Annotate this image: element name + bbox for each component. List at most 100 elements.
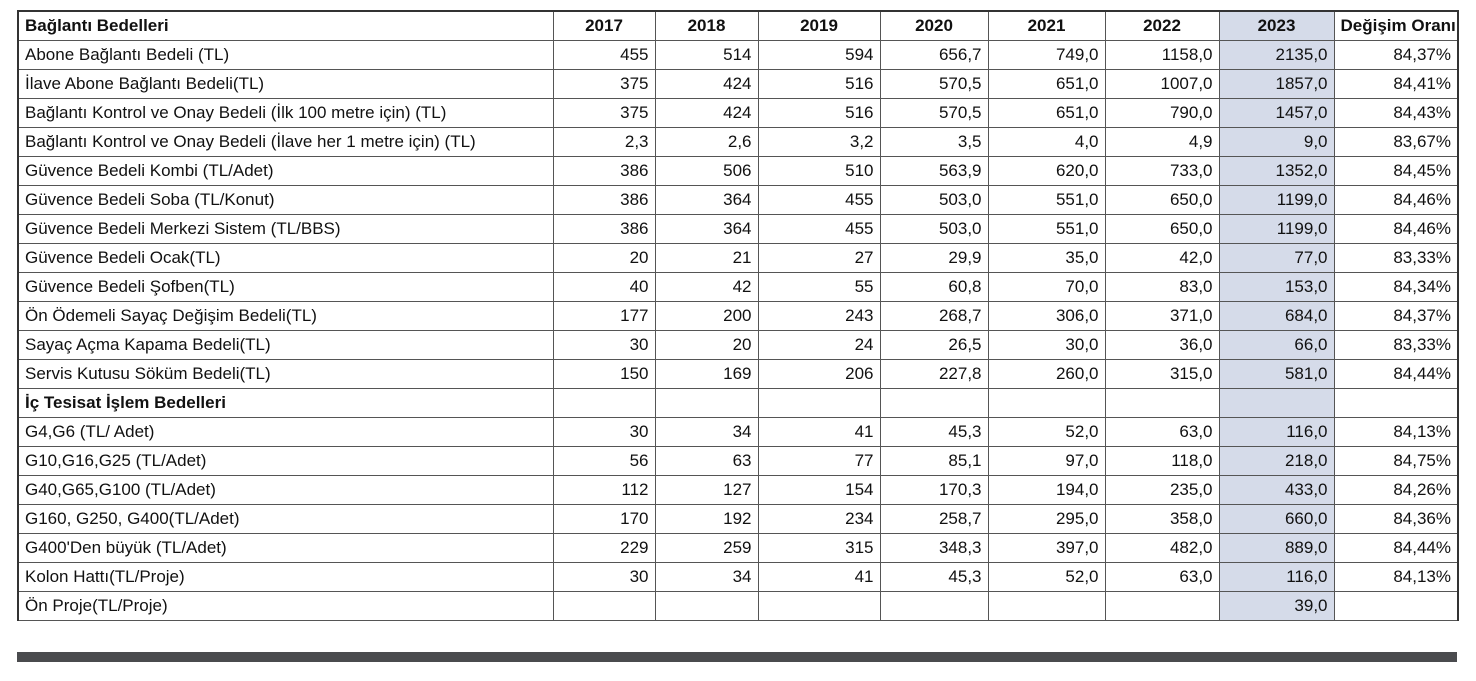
value-cell: 21 xyxy=(654,243,759,273)
table-row: G40,G65,G100 (TL/Adet) 112 127 154 170,3 194,… xyxy=(17,475,1459,505)
value-cell: 200 xyxy=(654,301,759,331)
value-cell: 154 xyxy=(757,475,881,505)
value-cell: 40 xyxy=(552,272,656,302)
row-label: G40,G65,G100 (TL/Adet) xyxy=(17,475,554,505)
row-label: Servis Kutusu Söküm Bedeli(TL) xyxy=(17,359,554,389)
value-cell: 259 xyxy=(654,533,759,563)
bottom-edge-bar xyxy=(17,652,1457,662)
value-cell: 315 xyxy=(757,533,881,563)
value-cell xyxy=(1104,388,1220,418)
value-cell: 218,0 xyxy=(1218,446,1335,476)
header-year-2022: 2022 xyxy=(1104,10,1220,41)
value-cell: 77 xyxy=(757,446,881,476)
table-row: Ön Ödemeli Sayaç Değişim Bedeli(TL) 177 20… xyxy=(17,301,1459,331)
change-rate-cell: 84,44% xyxy=(1333,533,1459,563)
table-row: Sayaç Açma Kapama Bedeli(TL) 30 20 24 26,5 30… xyxy=(17,330,1459,360)
value-cell: 1007,0 xyxy=(1104,69,1220,99)
header-year-2017: 2017 xyxy=(552,10,656,41)
value-cell: 656,7 xyxy=(879,40,989,70)
table-row: İlave Abone Bağlantı Bedeli(TL) 375 424 516… xyxy=(17,69,1459,99)
value-cell: 169 xyxy=(654,359,759,389)
change-rate-cell: 84,46% xyxy=(1333,185,1459,215)
value-cell: 570,5 xyxy=(879,98,989,128)
table-body: Abone Bağlantı Bedeli (TL) 455 514 594 656,7… xyxy=(17,40,1459,621)
table-row: Güvence Bedeli Kombi (TL/Adet) 386 506 510 5… xyxy=(17,156,1459,186)
change-rate-cell: 84,37% xyxy=(1333,40,1459,70)
value-cell: 52,0 xyxy=(987,562,1106,592)
value-cell: 56 xyxy=(552,446,656,476)
value-cell: 386 xyxy=(552,185,656,215)
value-cell: 42,0 xyxy=(1104,243,1220,273)
value-cell: 516 xyxy=(757,98,881,128)
change-rate-cell: 84,43% xyxy=(1333,98,1459,128)
header-label-column: Bağlantı Bedelleri xyxy=(17,10,554,41)
header-year-2023: 2023 xyxy=(1218,10,1335,41)
row-label: Güvence Bedeli Soba (TL/Konut) xyxy=(17,185,554,215)
change-rate-cell: 83,67% xyxy=(1333,127,1459,157)
value-cell: 790,0 xyxy=(1104,98,1220,128)
value-cell: 9,0 xyxy=(1218,127,1335,157)
value-cell: 70,0 xyxy=(987,272,1106,302)
header-row: Bağlantı Bedelleri 2017 2018 2019 2020 2… xyxy=(17,10,1459,41)
row-label: Bağlantı Kontrol ve Onay Bedeli (İlk 100… xyxy=(17,98,554,128)
row-label: G160, G250, G400(TL/Adet) xyxy=(17,504,554,534)
change-rate-cell: 84,41% xyxy=(1333,69,1459,99)
value-cell: 83,0 xyxy=(1104,272,1220,302)
table-row: G160, G250, G400(TL/Adet) 170 192 234 258,7 2… xyxy=(17,504,1459,534)
value-cell: 514 xyxy=(654,40,759,70)
value-cell: 45,3 xyxy=(879,562,989,592)
value-cell: 1158,0 xyxy=(1104,40,1220,70)
value-cell: 4,9 xyxy=(1104,127,1220,157)
header-change-rate: Değişim Oranı xyxy=(1333,10,1459,41)
value-cell xyxy=(1218,388,1335,418)
value-cell xyxy=(1104,591,1220,621)
value-cell: 27 xyxy=(757,243,881,273)
value-cell: 581,0 xyxy=(1218,359,1335,389)
value-cell: 42 xyxy=(654,272,759,302)
value-cell: 227,8 xyxy=(879,359,989,389)
value-cell: 375 xyxy=(552,69,656,99)
table-header: Bağlantı Bedelleri 2017 2018 2019 2020 2… xyxy=(17,10,1459,41)
value-cell: 260,0 xyxy=(987,359,1106,389)
value-cell: 889,0 xyxy=(1218,533,1335,563)
row-label: Kolon Hattı(TL/Proje) xyxy=(17,562,554,592)
header-year-2018: 2018 xyxy=(654,10,759,41)
change-rate-cell: 83,33% xyxy=(1333,243,1459,273)
value-cell: 482,0 xyxy=(1104,533,1220,563)
table-row: Güvence Bedeli Şofben(TL) 40 42 55 60,8 70,0 8… xyxy=(17,272,1459,302)
value-cell: 1199,0 xyxy=(1218,185,1335,215)
value-cell: 30 xyxy=(552,562,656,592)
value-cell: 112 xyxy=(552,475,656,505)
value-cell xyxy=(987,388,1106,418)
value-cell: 424 xyxy=(654,98,759,128)
row-label: Güvence Bedeli Şofben(TL) xyxy=(17,272,554,302)
value-cell: 455 xyxy=(757,214,881,244)
value-cell: 26,5 xyxy=(879,330,989,360)
value-cell: 192 xyxy=(654,504,759,534)
row-label: İç Tesisat İşlem Bedelleri xyxy=(17,388,554,418)
value-cell xyxy=(879,591,989,621)
value-cell: 41 xyxy=(757,417,881,447)
table-row: Bağlantı Kontrol ve Onay Bedeli (İlave h… xyxy=(17,127,1459,157)
value-cell: 20 xyxy=(654,330,759,360)
value-cell: 20 xyxy=(552,243,656,273)
change-rate-cell: 84,26% xyxy=(1333,475,1459,505)
value-cell: 45,3 xyxy=(879,417,989,447)
change-rate-cell: 84,36% xyxy=(1333,504,1459,534)
value-cell: 1199,0 xyxy=(1218,214,1335,244)
value-cell: 258,7 xyxy=(879,504,989,534)
change-rate-cell: 84,13% xyxy=(1333,417,1459,447)
value-cell: 570,5 xyxy=(879,69,989,99)
table-row: Servis Kutusu Söküm Bedeli(TL) 150 169 206 2… xyxy=(17,359,1459,389)
value-cell: 375 xyxy=(552,98,656,128)
value-cell: 733,0 xyxy=(1104,156,1220,186)
change-rate-cell: 84,13% xyxy=(1333,562,1459,592)
row-label: Güvence Bedeli Ocak(TL) xyxy=(17,243,554,273)
table-row: Kolon Hattı(TL/Proje) 30 34 41 45,3 52,0 63,0 1… xyxy=(17,562,1459,592)
change-rate-cell xyxy=(1333,388,1459,418)
value-cell: 3,5 xyxy=(879,127,989,157)
value-cell: 66,0 xyxy=(1218,330,1335,360)
value-cell: 551,0 xyxy=(987,214,1106,244)
value-cell: 386 xyxy=(552,214,656,244)
row-label: G400'Den büyük (TL/Adet) xyxy=(17,533,554,563)
